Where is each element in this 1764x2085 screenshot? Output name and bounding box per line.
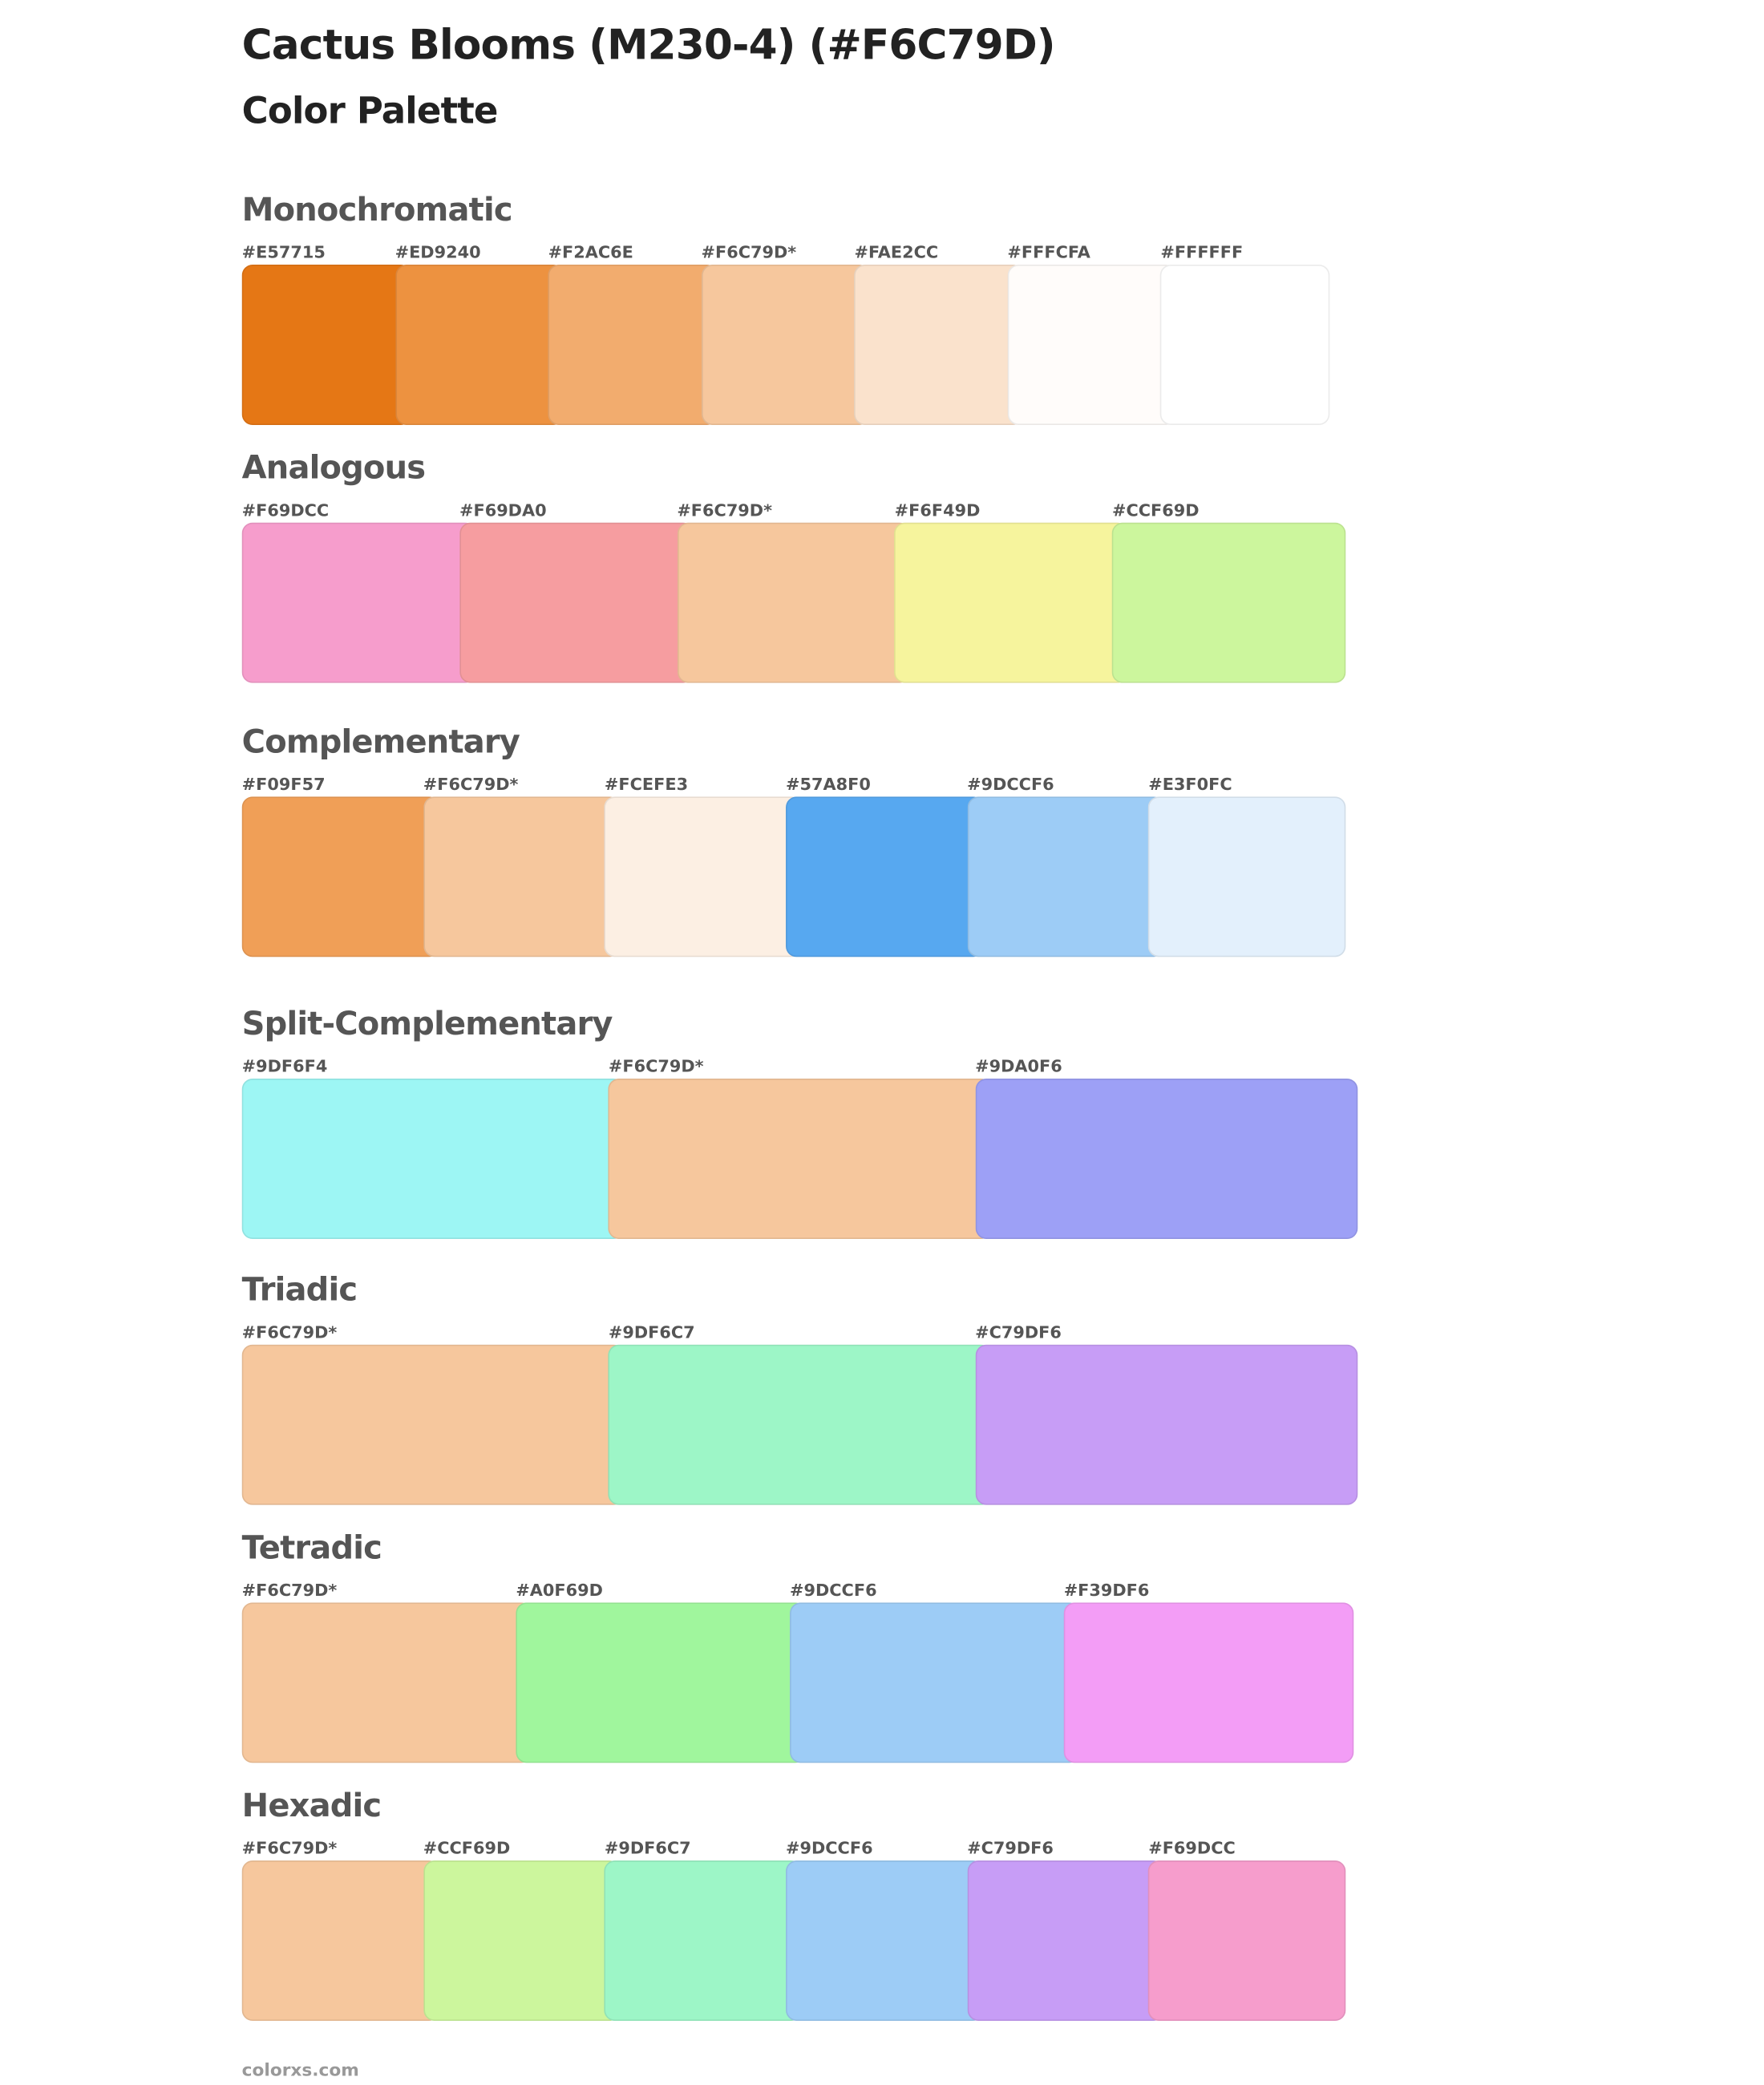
- swatch-hex-label[interactable]: #C79DF6: [975, 1322, 1062, 1342]
- section-title: Analogous: [241, 449, 426, 487]
- swatch-hex-label[interactable]: #CCF69D: [423, 1837, 511, 1858]
- color-swatch[interactable]: [786, 1860, 984, 2022]
- swatch-hex-label[interactable]: #FFFCFA: [1007, 241, 1090, 262]
- section-title: Split-Complementary: [241, 1005, 613, 1043]
- swatch-hex-label[interactable]: #F69DCC: [241, 500, 330, 520]
- swatch-hex-label[interactable]: #F6C79D*: [677, 500, 773, 520]
- swatch-hex-label[interactable]: #F6C79D*: [241, 1580, 338, 1601]
- color-swatch[interactable]: [1007, 265, 1177, 426]
- color-swatch[interactable]: [975, 1079, 1358, 1240]
- swatch-hex-label[interactable]: #57A8F0: [786, 774, 871, 795]
- swatch-hex-label[interactable]: #F39DF6: [1063, 1580, 1150, 1601]
- section-title: Complementary: [241, 723, 520, 761]
- color-swatch[interactable]: [786, 796, 984, 957]
- color-swatch[interactable]: [1063, 1602, 1354, 1763]
- swatch-hex-label[interactable]: #9DF6F4: [241, 1055, 328, 1076]
- color-swatch[interactable]: [967, 796, 1165, 957]
- color-swatch[interactable]: [423, 796, 621, 957]
- page-title: Cactus Blooms (M230-4) (#F6C79D): [241, 21, 1056, 70]
- swatch-hex-label[interactable]: #F6C79D*: [423, 774, 519, 795]
- color-swatch[interactable]: [1112, 522, 1346, 683]
- color-swatch[interactable]: [1148, 796, 1346, 957]
- swatch-hex-label[interactable]: #CCF69D: [1112, 500, 1200, 520]
- color-swatch[interactable]: [854, 265, 1024, 426]
- section-title: Triadic: [241, 1271, 358, 1309]
- color-swatch[interactable]: [241, 522, 476, 683]
- color-swatch[interactable]: [516, 1602, 807, 1763]
- color-swatch[interactable]: [241, 265, 411, 426]
- page-subtitle: Color Palette: [241, 91, 499, 133]
- color-swatch[interactable]: [701, 265, 871, 426]
- color-swatch[interactable]: [459, 522, 694, 683]
- color-swatch[interactable]: [423, 1860, 621, 2022]
- color-swatch[interactable]: [1160, 265, 1330, 426]
- color-swatch[interactable]: [604, 1860, 802, 2022]
- swatch-hex-label[interactable]: #F6C79D*: [608, 1055, 704, 1076]
- swatch-hex-label[interactable]: #A0F69D: [516, 1580, 603, 1601]
- color-swatch[interactable]: [604, 796, 802, 957]
- color-swatch[interactable]: [241, 1860, 439, 2022]
- color-swatch[interactable]: [241, 1602, 532, 1763]
- swatch-hex-label[interactable]: #C79DF6: [967, 1837, 1054, 1858]
- section-title: Tetradic: [241, 1528, 382, 1567]
- color-swatch[interactable]: [1148, 1860, 1346, 2022]
- swatch-hex-label[interactable]: #FFFFFF: [1160, 241, 1244, 262]
- swatch-hex-label[interactable]: #9DF6C7: [608, 1322, 695, 1342]
- color-swatch[interactable]: [241, 1079, 625, 1240]
- swatch-hex-label[interactable]: #F6C79D*: [241, 1322, 338, 1342]
- swatch-hex-label[interactable]: #F6C79D*: [701, 241, 797, 262]
- color-swatch[interactable]: [548, 265, 718, 426]
- swatch-hex-label[interactable]: #E57715: [241, 241, 326, 262]
- color-swatch[interactable]: [608, 1344, 992, 1505]
- swatch-hex-label[interactable]: #F69DA0: [459, 500, 547, 520]
- section-title: Hexadic: [241, 1787, 382, 1825]
- color-swatch[interactable]: [677, 522, 911, 683]
- swatch-hex-label[interactable]: #9DF6C7: [604, 1837, 691, 1858]
- swatch-hex-label[interactable]: #9DCCF6: [790, 1580, 877, 1601]
- swatch-hex-label[interactable]: #E3F0FC: [1148, 774, 1232, 795]
- footer-site-link[interactable]: colorxs.com: [241, 2061, 359, 2082]
- color-swatch[interactable]: [894, 522, 1129, 683]
- color-swatch[interactable]: [967, 1860, 1165, 2022]
- section-title: Monochromatic: [241, 191, 513, 229]
- color-swatch[interactable]: [394, 265, 564, 426]
- swatch-hex-label[interactable]: #F09F57: [241, 774, 326, 795]
- swatch-hex-label[interactable]: #F6F49D: [894, 500, 981, 520]
- color-swatch[interactable]: [608, 1079, 992, 1240]
- swatch-hex-label[interactable]: #F6C79D*: [241, 1837, 338, 1858]
- color-swatch[interactable]: [975, 1344, 1358, 1505]
- swatch-hex-label[interactable]: #9DA0F6: [975, 1055, 1062, 1076]
- swatch-hex-label[interactable]: #FAE2CC: [854, 241, 939, 262]
- swatch-hex-label[interactable]: #ED9240: [394, 241, 481, 262]
- color-swatch[interactable]: [241, 1344, 625, 1505]
- color-swatch[interactable]: [241, 796, 439, 957]
- swatch-hex-label[interactable]: #F69DCC: [1148, 1837, 1236, 1858]
- swatch-hex-label[interactable]: #9DCCF6: [967, 774, 1054, 795]
- swatch-hex-label[interactable]: #FCEFE3: [604, 774, 689, 795]
- swatch-hex-label[interactable]: #9DCCF6: [786, 1837, 873, 1858]
- color-swatch[interactable]: [790, 1602, 1080, 1763]
- swatch-hex-label[interactable]: #F2AC6E: [548, 241, 633, 262]
